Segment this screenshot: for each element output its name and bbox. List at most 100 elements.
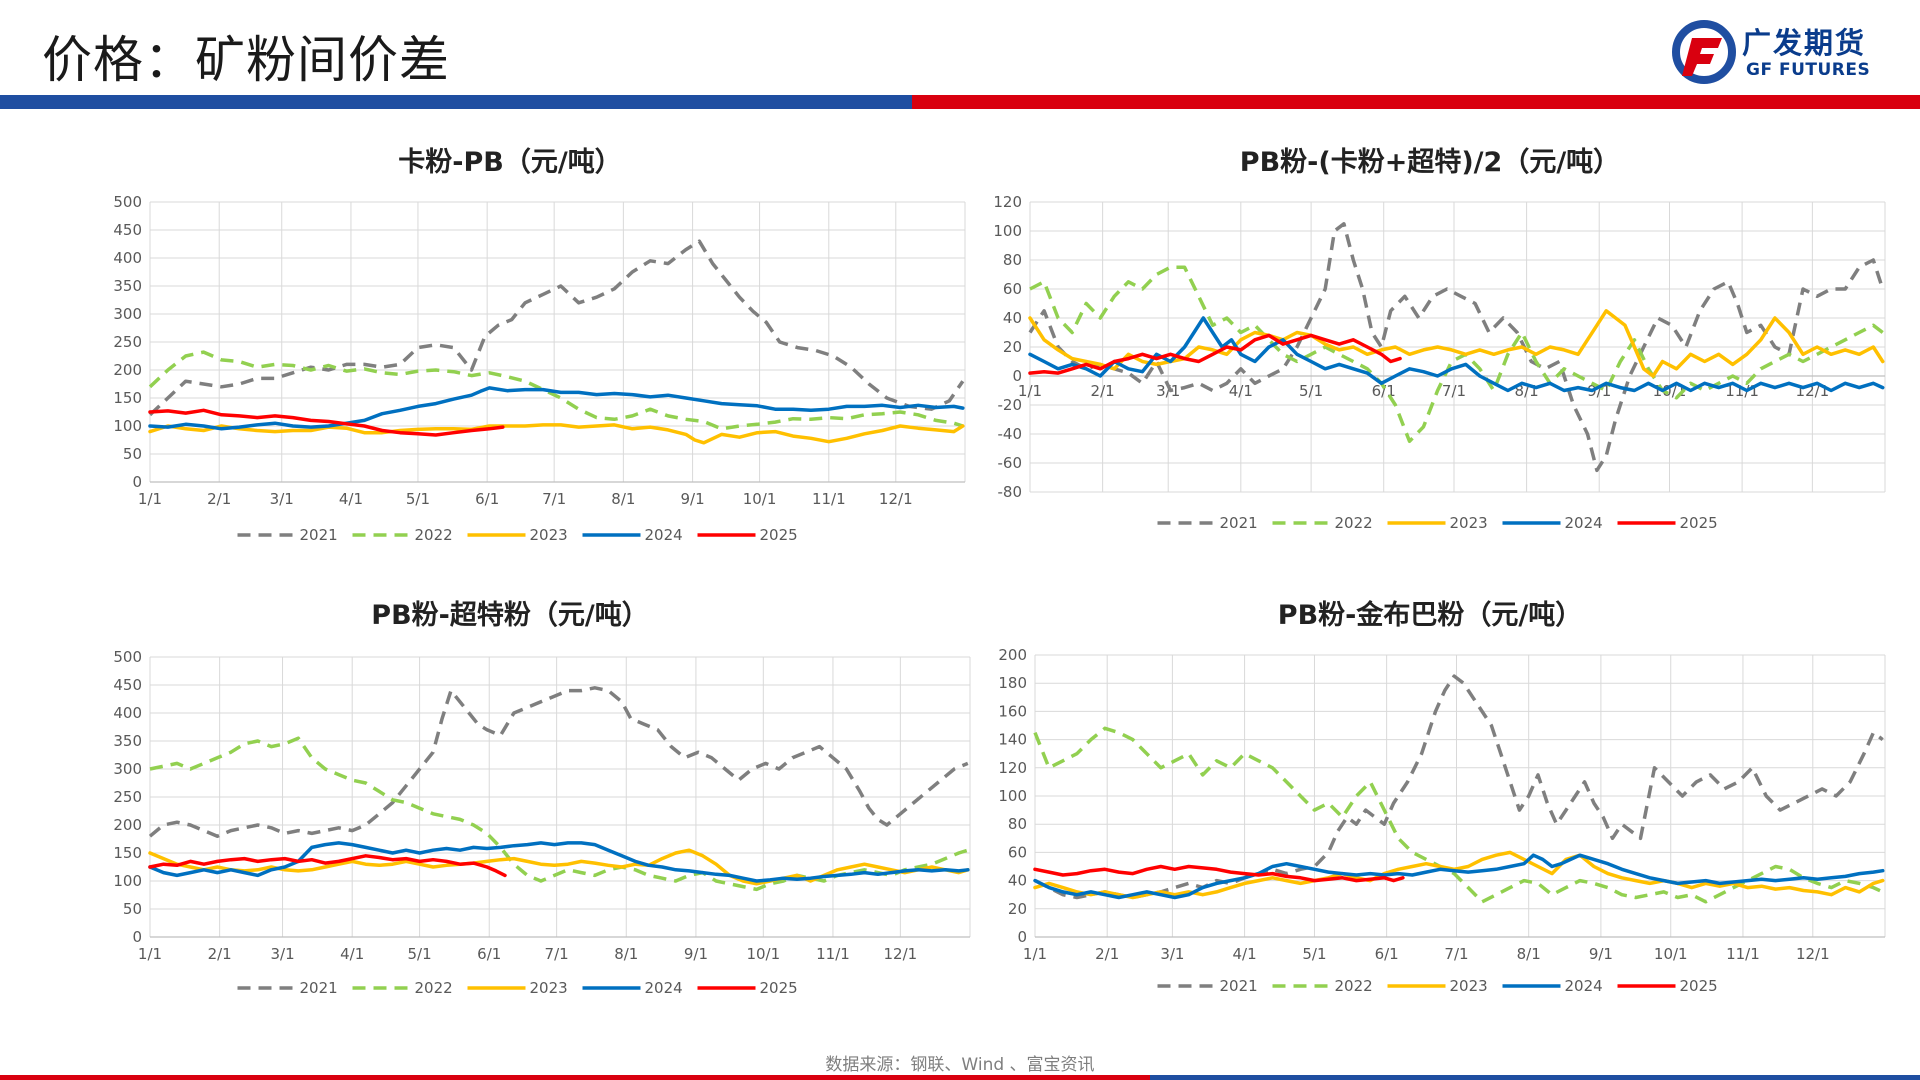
x-tick-label: 7/1: [1444, 945, 1468, 963]
x-tick-label: 10/1: [1654, 945, 1688, 963]
y-tick-label: 150: [113, 844, 142, 862]
y-tick-label: 0: [132, 928, 142, 946]
y-tick-label: 120: [998, 759, 1027, 777]
y-tick-label: -60: [998, 454, 1023, 472]
y-tick-label: 200: [113, 816, 142, 834]
series-line-2022: [148, 350, 964, 431]
x-tick-label: 7/1: [542, 490, 566, 508]
x-tick-label: 5/1: [408, 945, 432, 963]
chart-pb-jinbuba: 0 20 40 60 80 100 120 140 160 180 200 1/1 2/1 3/1 4/1 5…: [960, 585, 1900, 1040]
y-tick-label: 350: [113, 732, 142, 750]
legend-label: 2022: [415, 979, 453, 997]
y-tick-label: 0: [132, 473, 142, 491]
chart-title: PB粉-(卡粉+超特)/2（元/吨）: [1239, 147, 1621, 178]
series-line-2025: [1033, 864, 1405, 883]
y-tick-label: 40: [1008, 872, 1027, 890]
x-tick-label: 12/1: [879, 490, 913, 508]
legend-label: 2021: [1220, 514, 1258, 532]
y-tick-label: 500: [113, 193, 142, 211]
y-tick-label: 100: [998, 787, 1027, 805]
legend-label: 2023: [1450, 977, 1488, 995]
legend-label: 2023: [530, 526, 568, 544]
legend-label: 2021: [300, 979, 338, 997]
x-tick-label: 6/1: [477, 945, 501, 963]
x-tick-label: 5/1: [406, 490, 430, 508]
y-tick-label: 20: [1008, 900, 1027, 918]
x-tick-label: 3/1: [270, 490, 294, 508]
y-tick-label: 180: [998, 674, 1027, 692]
legend-label: 2022: [1335, 514, 1373, 532]
y-tick-label: 50: [123, 900, 142, 918]
x-tick-label: 10/1: [746, 945, 780, 963]
y-tick-label: -80: [998, 483, 1023, 501]
logo-english-text: GF FUTURES: [1746, 60, 1871, 80]
chart-svg: 0 50 100 150 200 250 300 350 400 450 500 1/1 2/1 3/1 4…: [113, 648, 971, 997]
x-tick-label: 11/1: [1725, 382, 1759, 400]
y-tick-label: 250: [113, 788, 142, 806]
series-line-2024: [148, 386, 965, 431]
x-tick-label: 2/1: [208, 945, 232, 963]
y-tick-label: 450: [113, 676, 142, 694]
legend-label: 2022: [1335, 977, 1373, 995]
series-line-2025: [1028, 333, 1402, 375]
series-line-2024: [148, 841, 970, 883]
legend-label: 2025: [1680, 977, 1718, 995]
y-tick-label: 80: [1003, 251, 1022, 269]
y-tick-label: -40: [998, 425, 1023, 443]
legend-label: 2025: [760, 526, 798, 544]
series-line-2021: [148, 239, 965, 417]
x-tick-label: 4/1: [340, 945, 364, 963]
y-tick-label: 120: [993, 193, 1022, 211]
x-tick-label: 3/1: [1160, 945, 1184, 963]
y-tick-label: 350: [113, 277, 142, 295]
x-tick-label: 8/1: [1517, 945, 1541, 963]
y-tick-label: 300: [113, 305, 142, 323]
y-tick-label: 200: [998, 646, 1027, 664]
x-tick-label: 6/1: [1375, 945, 1399, 963]
footer-band-red: [0, 1075, 1150, 1080]
x-tick-label: 1/1: [138, 945, 162, 963]
series-line-2024: [1033, 853, 1885, 900]
x-tick-label: 12/1: [884, 945, 918, 963]
header-color-band: [0, 95, 1920, 109]
y-tick-label: 250: [113, 333, 142, 351]
x-tick-label: 5/1: [1299, 382, 1323, 400]
y-tick-label: 140: [998, 731, 1027, 749]
y-tick-label: 500: [113, 648, 142, 666]
x-tick-label: 2/1: [207, 490, 231, 508]
header-band-red: [912, 95, 1920, 109]
y-tick-label: 300: [113, 760, 142, 778]
legend-label: 2022: [415, 526, 453, 544]
x-tick-label: 6/1: [475, 490, 499, 508]
x-tick-label: 7/1: [545, 945, 569, 963]
x-tick-label: 7/1: [1442, 382, 1466, 400]
y-tick-label: -20: [998, 396, 1023, 414]
x-tick-label: 9/1: [681, 490, 705, 508]
legend-label: 2024: [645, 979, 683, 997]
series-line-2022: [1033, 726, 1884, 904]
x-tick-label: 12/1: [1796, 945, 1830, 963]
y-tick-label: 100: [993, 222, 1022, 240]
chart-svg: -80 -60 -40 -20 0 20 40 60 80 100 120 1/1 2/1 3/1 4/1 5…: [993, 193, 1886, 532]
x-tick-label: 9/1: [1589, 945, 1613, 963]
chart-kafen-pb: 0 50 100 150 200 250 300 350 400 450 500 1/1 2/1 3/1 4…: [40, 130, 980, 585]
chart-pb-vs-kafen-chaote-avg: -80 -60 -40 -20 0 20 40 60 80 100 120 1/1 2/1 3/1 4/1 5…: [960, 130, 1900, 585]
series-line-2022: [1029, 265, 1884, 444]
y-tick-label: 100: [113, 872, 142, 890]
x-tick-label: 1/1: [1018, 382, 1042, 400]
series-line-2021: [1034, 674, 1884, 900]
x-tick-label: 3/1: [1156, 382, 1180, 400]
legend-label: 2024: [1565, 977, 1603, 995]
legend-label: 2025: [1680, 514, 1718, 532]
y-tick-label: 200: [113, 361, 142, 379]
y-tick-label: 400: [113, 704, 142, 722]
chart-title: PB粉-超特粉（元/吨）: [371, 600, 649, 631]
y-tick-label: 0: [1012, 367, 1022, 385]
x-tick-label: 1/1: [138, 490, 162, 508]
legend-label: 2024: [645, 526, 683, 544]
y-tick-label: 150: [113, 389, 142, 407]
x-tick-label: 11/1: [1726, 945, 1760, 963]
y-tick-label: 80: [1008, 815, 1027, 833]
x-tick-label: 11/1: [816, 945, 850, 963]
chart-svg: 0 50 100 150 200 250 300 350 400 450 500 1/1 2/1 3/1 4…: [113, 193, 966, 544]
